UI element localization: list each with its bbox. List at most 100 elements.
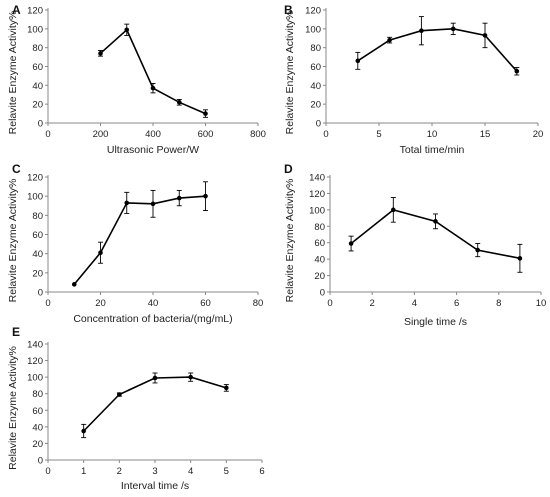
x-tick-label: 200 (93, 129, 109, 140)
data-point (348, 241, 354, 246)
data-point (224, 385, 229, 391)
x-tick-label: 5 (224, 466, 229, 477)
y-tick-label: 60 (314, 238, 325, 249)
data-point (450, 26, 456, 32)
data-point (203, 193, 208, 199)
y-tick-label: 60 (32, 230, 43, 241)
y-tick-label: 120 (27, 6, 43, 17)
data-point (176, 195, 182, 201)
x-tick-label: 60 (200, 298, 211, 309)
y-tick-label: 0 (38, 456, 43, 467)
panel-c: C 0 20 40 60 80 100 120 0 20 40 60 80 Concentration o… (7, 162, 263, 325)
x-tick-label: 20 (95, 298, 106, 309)
y-tick-label: 20 (310, 100, 321, 111)
y-tick-label: 120 (305, 6, 321, 17)
y-tick-label: 120 (309, 189, 325, 200)
data-point (188, 374, 193, 380)
series-line (99, 28, 206, 115)
series-line (83, 376, 227, 432)
y-tick-label: 0 (38, 288, 43, 299)
panel-d: D 0 20 40 60 80 100 120 140 0 2 4 6 8 10 Single time /s… (284, 162, 546, 328)
x-tick-label: 8 (496, 298, 501, 309)
series-line (357, 27, 518, 72)
x-tick-label: 400 (145, 129, 161, 140)
y-tick-label: 0 (320, 288, 325, 299)
data-point (152, 375, 158, 381)
y-tick-label: 20 (32, 439, 43, 450)
x-tick-label: 15 (480, 129, 491, 140)
x-axis-title: Single time /s (404, 316, 467, 328)
y-tick-label: 60 (32, 406, 43, 417)
panel-b: B 0 20 40 60 80 100 120 0 5 10 15 20 Total time/min Re… (284, 3, 543, 156)
y-tick-label: 80 (314, 222, 325, 233)
y-tick-label: 0 (316, 119, 321, 130)
y-tick-label: 40 (32, 81, 43, 92)
data-point (81, 428, 86, 434)
x-tick-label: 0 (45, 298, 50, 309)
y-tick-label: 80 (32, 43, 43, 54)
data-point (514, 68, 520, 74)
x-tick-label: 5 (376, 129, 381, 140)
x-axis-title: Total time/min (400, 144, 465, 156)
x-tick-label: 0 (45, 466, 50, 477)
x-tick-label: 10 (427, 129, 438, 140)
x-tick-label: 0 (323, 129, 328, 140)
panel-letter: E (12, 325, 20, 339)
data-point (150, 85, 156, 91)
y-tick-label: 0 (38, 119, 43, 130)
data-point (124, 27, 130, 33)
x-axis-title: Interval time /s (121, 480, 189, 492)
y-tick-label: 100 (305, 24, 321, 35)
panel-letter: A (12, 3, 21, 17)
y-tick-label: 20 (32, 268, 43, 279)
y-tick-label: 40 (32, 249, 43, 260)
y-tick-label: 100 (309, 205, 325, 216)
x-tick-label: 10 (536, 298, 547, 309)
y-tick-label: 40 (310, 81, 321, 92)
y-tick-label: 40 (314, 255, 325, 266)
x-tick-label: 0 (327, 298, 332, 309)
y-axis-title: Relavite Enzyme Activity% (7, 11, 19, 135)
x-tick-label: 6 (259, 466, 264, 477)
x-tick-label: 4 (188, 466, 193, 477)
x-tick-label: 800 (250, 129, 266, 140)
panel-e: E 0 20 40 60 80 100 120 140 0 1 2 3 4 5 6 Interval time … (7, 325, 265, 492)
data-point (517, 256, 523, 261)
data-point (419, 28, 424, 34)
y-tick-label: 60 (32, 62, 43, 73)
data-point (98, 250, 103, 256)
x-tick-label: 600 (198, 129, 214, 140)
data-point (117, 392, 122, 397)
x-tick-label: 2 (370, 298, 375, 309)
y-axis-title: Relavite Enzyme Activity% (7, 346, 19, 470)
y-tick-label: 120 (27, 173, 43, 184)
y-tick-label: 100 (27, 192, 43, 203)
x-tick-label: 20 (533, 129, 544, 140)
y-tick-label: 80 (32, 211, 43, 222)
x-tick-label: 2 (117, 466, 122, 477)
x-tick-label: 3 (152, 466, 157, 477)
y-tick-label: 120 (27, 356, 43, 367)
y-axis-title: Relavite Enzyme Activity% (7, 179, 19, 303)
panel-letter: D (284, 162, 293, 176)
data-point (124, 200, 130, 206)
x-axis-title: Ultrasonic Power/W (107, 144, 199, 156)
y-axis-title: Relavite Enzyme Activity% (284, 11, 296, 135)
panel-letter: C (12, 162, 21, 176)
y-tick-label: 20 (314, 271, 325, 282)
data-point (176, 99, 182, 105)
x-axis-title: Concentration of bacteria/(mg/mL) (73, 313, 232, 325)
y-tick-label: 40 (32, 422, 43, 433)
data-point (475, 247, 481, 253)
panel-a: A 0 20 40 60 80 100 120 0 200 400 600 800 Ultrasonic … (7, 3, 266, 156)
y-tick-label: 140 (309, 173, 325, 184)
y-tick-label: 80 (32, 389, 43, 400)
y-tick-label: 60 (310, 62, 321, 73)
y-tick-label: 100 (27, 24, 43, 35)
x-tick-label: 40 (148, 298, 159, 309)
y-axis-title: Relavite Enzyme Activity% (284, 179, 296, 303)
y-tick-label: 20 (32, 100, 43, 111)
series-line (73, 195, 206, 285)
data-point (98, 51, 103, 56)
